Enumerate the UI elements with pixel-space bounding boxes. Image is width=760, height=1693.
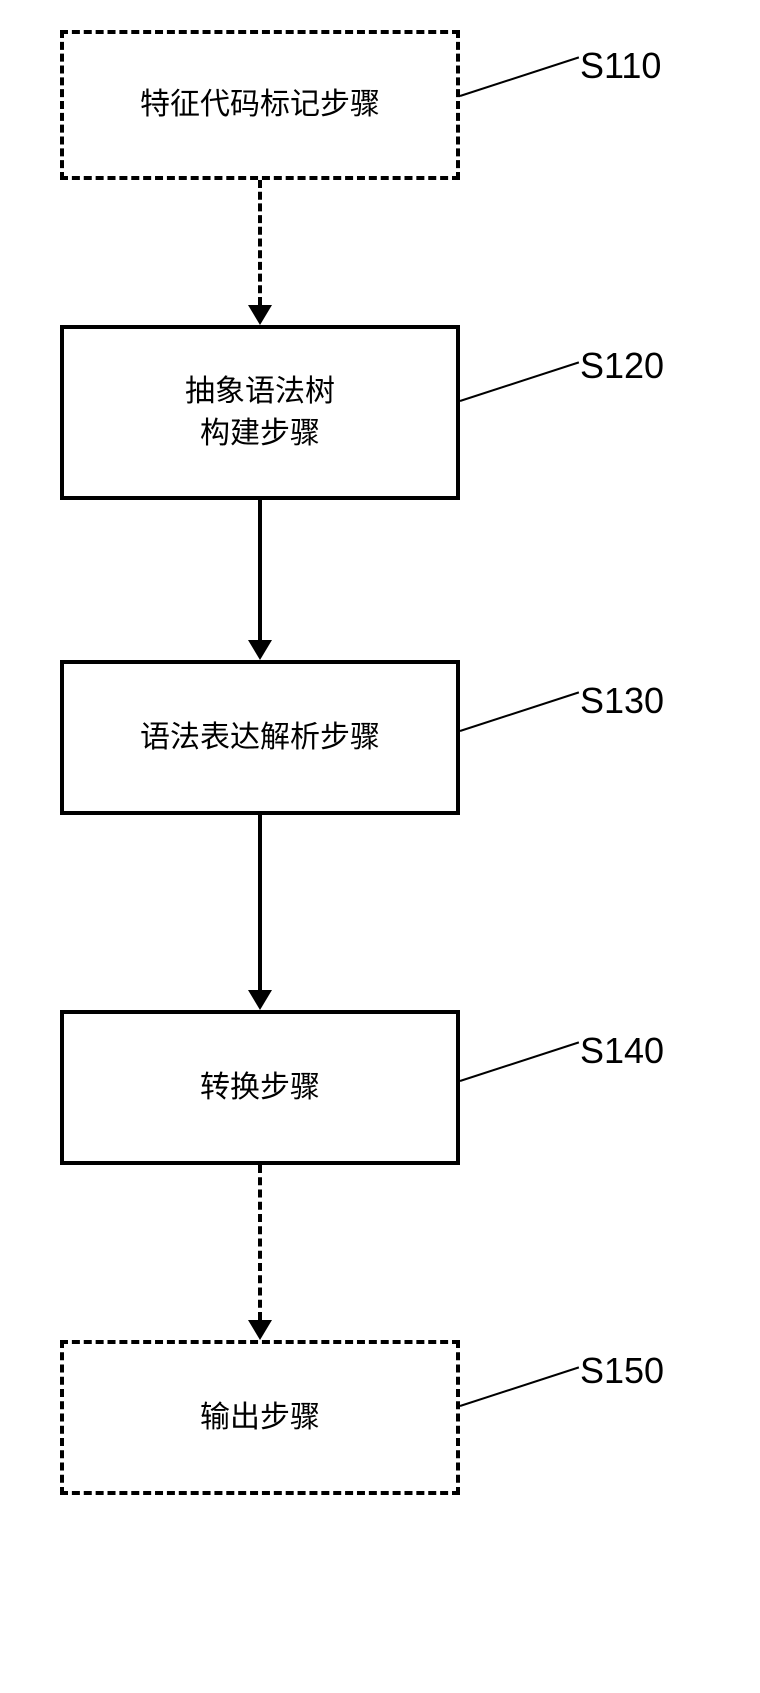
flowchart-container: 特征代码标记步骤 S110 抽象语法树 构建步骤 S120 语法表达解析步骤 S… <box>0 0 760 1693</box>
node-label-s110: S110 <box>580 45 661 87</box>
label-connector <box>460 56 580 97</box>
label-connector <box>460 691 580 732</box>
node-text: 抽象语法树 构建步骤 <box>185 371 335 455</box>
node-label-s140: S140 <box>580 1030 664 1072</box>
node-label-s150: S150 <box>580 1350 664 1392</box>
arrow-head-icon <box>248 1320 272 1340</box>
node-text: 特征代码标记步骤 <box>140 84 380 126</box>
flowchart-arrow <box>258 1165 262 1320</box>
flowchart-arrow <box>258 180 262 305</box>
label-connector <box>460 361 580 402</box>
node-label-s130: S130 <box>580 680 664 722</box>
node-label-s120: S120 <box>580 345 664 387</box>
flowchart-node-s130: 语法表达解析步骤 <box>60 660 460 815</box>
node-text: 输出步骤 <box>200 1397 320 1439</box>
node-text: 语法表达解析步骤 <box>140 717 380 759</box>
arrow-head-icon <box>248 640 272 660</box>
flowchart-node-s140: 转换步骤 <box>60 1010 460 1165</box>
arrow-head-icon <box>248 990 272 1010</box>
label-connector <box>460 1366 580 1407</box>
flowchart-node-s150: 输出步骤 <box>60 1340 460 1495</box>
node-text: 转换步骤 <box>200 1067 320 1109</box>
flowchart-node-s110: 特征代码标记步骤 <box>60 30 460 180</box>
flowchart-arrow <box>258 500 262 640</box>
arrow-head-icon <box>248 305 272 325</box>
flowchart-arrow <box>258 815 262 990</box>
label-connector <box>460 1041 580 1082</box>
flowchart-node-s120: 抽象语法树 构建步骤 <box>60 325 460 500</box>
